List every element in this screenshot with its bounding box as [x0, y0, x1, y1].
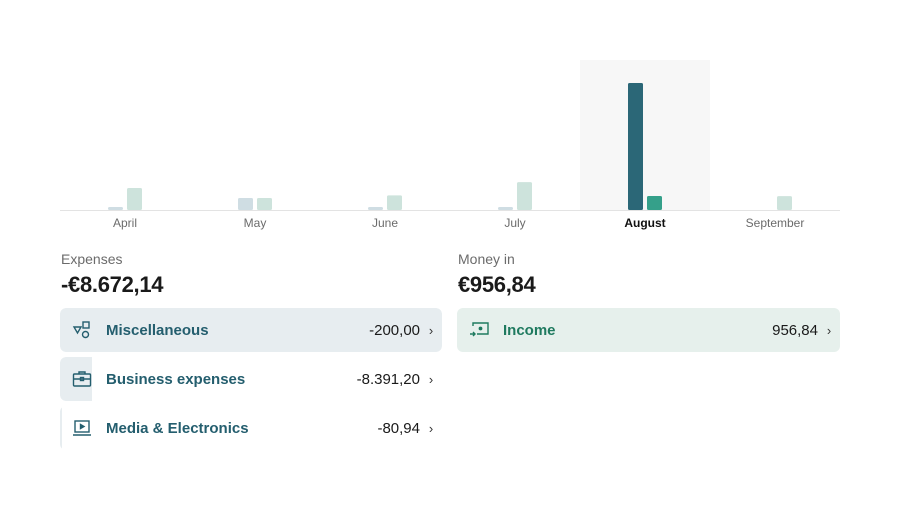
chevron-right-icon: › [826, 322, 832, 338]
bar-money_in-may[interactable] [257, 197, 272, 210]
month-label-june[interactable]: June [371, 216, 399, 230]
selected-month-highlight [580, 60, 710, 210]
bar-expenses-august[interactable] [628, 83, 643, 210]
money-in-summary: Money in €956,84 [458, 251, 536, 298]
month-label-july[interactable]: July [504, 216, 526, 230]
category-row-business-expenses[interactable]: Business expenses -8.391,20 › [60, 357, 442, 401]
income-icon [469, 320, 489, 340]
category-name: Media & Electronics [106, 419, 249, 437]
month-label-april[interactable]: April [112, 216, 137, 230]
category-name: Business expenses [106, 370, 246, 388]
bar-money_in-september[interactable] [777, 196, 792, 210]
share-fill [60, 308, 442, 352]
expenses-label: Expenses [61, 251, 123, 267]
category-name: Miscellaneous [106, 321, 209, 339]
expenses-summary: Expenses -€8.672,14 [61, 251, 164, 298]
expenses-total: -€8.672,14 [61, 272, 164, 297]
money-in-label: Money in [458, 251, 515, 267]
money-in-total: €956,84 [458, 272, 536, 297]
chevron-right-icon: › [428, 322, 434, 338]
bar-expenses-july[interactable] [498, 207, 513, 210]
category-row-miscellaneous[interactable]: Miscellaneous -200,00 › [60, 308, 442, 352]
month-label-may[interactable]: May [243, 216, 267, 230]
bar-money_in-april[interactable] [127, 188, 142, 210]
laptop-icon [72, 418, 92, 438]
bar-money_in-august[interactable] [647, 195, 662, 210]
category-row-income[interactable]: Income 956,84 › [457, 308, 840, 352]
shapes-icon [72, 320, 92, 340]
category-amount: 956,84 [772, 321, 818, 339]
category-amount: -80,94 [377, 419, 420, 437]
bar-money_in-july[interactable] [517, 182, 532, 210]
bar-money_in-june[interactable] [387, 195, 402, 210]
category-name: Income [503, 321, 556, 339]
category-amount: -8.391,20 [356, 370, 420, 388]
category-row-media-electronics[interactable]: Media & Electronics -80,94 › [60, 406, 442, 450]
monthly-bar-chart [60, 60, 840, 211]
chevron-right-icon: › [428, 420, 434, 436]
share-fill [60, 406, 62, 450]
category-amount: -200,00 [369, 321, 420, 339]
briefcase-icon [72, 369, 92, 389]
chevron-right-icon: › [428, 371, 434, 387]
month-label-august[interactable]: August [624, 216, 666, 230]
bar-expenses-may[interactable] [238, 197, 253, 210]
bar-expenses-april[interactable] [108, 207, 123, 210]
month-label-september[interactable]: September [745, 216, 805, 230]
bar-expenses-june[interactable] [368, 207, 383, 210]
